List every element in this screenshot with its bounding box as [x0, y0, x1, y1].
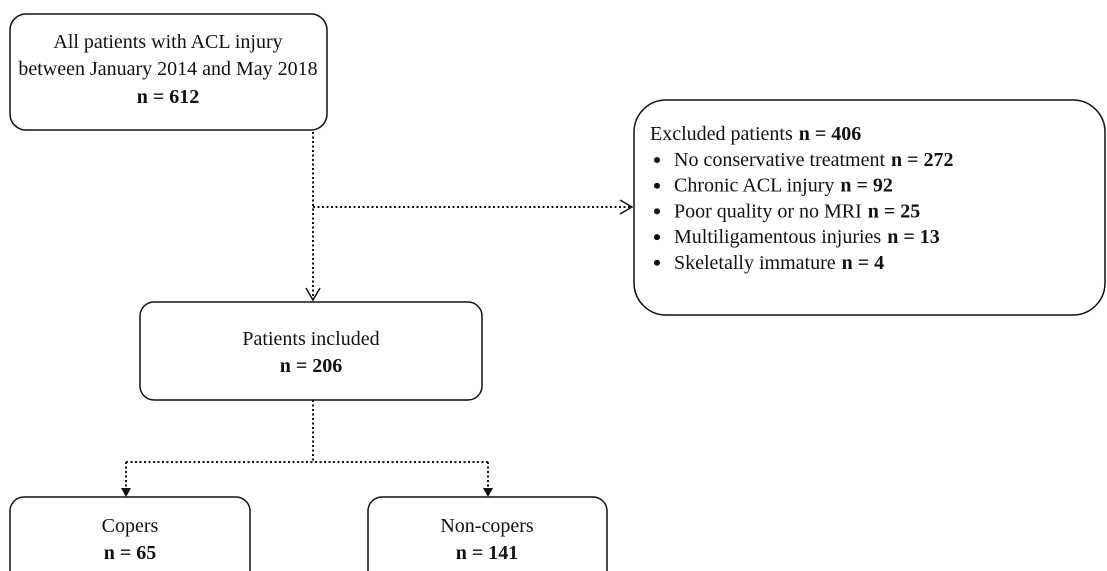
item-count: n = 4 [842, 252, 885, 274]
bullet [654, 259, 660, 266]
group-label-text: Non-copers [440, 515, 534, 537]
arrowhead [121, 488, 493, 497]
top-line: All patients with ACL injury [53, 31, 282, 53]
included-count: n = 206 [280, 355, 343, 377]
box-non-copers [367, 496, 608, 571]
top-line: between January 2014 and May 2018 [18, 58, 317, 80]
group-label: Non-copers [440, 515, 534, 537]
group-count: n = 141 [456, 542, 519, 564]
bullet [654, 234, 660, 241]
item-count: n = 272 [891, 149, 954, 171]
excluded-item: Multiligamentous injuries n = 13 [674, 226, 940, 248]
included-label-text: Patients included [242, 328, 379, 350]
top-line-1: between January 2014 and May 2018 [18, 58, 317, 80]
included-label: Patients included [242, 328, 379, 350]
top-count: n = 612 [137, 86, 200, 108]
connector [125, 400, 489, 492]
arrowhead [619, 199, 634, 215]
box-included [139, 301, 483, 401]
included-count-text: n = 206 [280, 355, 343, 377]
group-count-text: n = 65 [104, 542, 157, 564]
item-label: Multiligamentous injuries [674, 226, 881, 248]
item-count: n = 13 [887, 226, 940, 248]
item-label: Skeletally immature [674, 252, 836, 274]
arrowhead [305, 287, 321, 302]
bullet [654, 208, 660, 215]
excluded-count: n = 406 [799, 123, 862, 145]
group-label: Copers [102, 515, 159, 537]
group-count-text: n = 141 [456, 542, 519, 564]
bullet [654, 182, 660, 189]
excluded-heading: Excluded patients n = 406 [650, 123, 861, 145]
item-count: n = 25 [868, 200, 921, 222]
excluded-item: No conservative treatment n = 272 [674, 149, 954, 171]
excluded-item: Chronic ACL injury n = 92 [674, 175, 893, 197]
excluded-label: Excluded patients [650, 123, 793, 145]
excluded-item: Skeletally immature n = 4 [674, 252, 884, 274]
item-count: n = 92 [840, 175, 893, 197]
box-excluded [633, 99, 1106, 316]
top-line-0: All patients with ACL injury [53, 31, 282, 53]
item-label: Poor quality or no MRI [674, 200, 862, 222]
top-count-text: n = 612 [137, 86, 200, 108]
item-label: No conservative treatment [674, 149, 885, 171]
excluded-items: No conservative treatment n = 272 Chronic … [654, 149, 954, 274]
group-label-text: Copers [102, 515, 159, 537]
box-all [9, 13, 328, 131]
bullet [654, 157, 660, 163]
group-count: n = 65 [104, 542, 157, 564]
excluded-item: Poor quality or no MRI n = 25 [674, 200, 920, 222]
item-label: Chronic ACL injury [674, 175, 834, 197]
box-copers [9, 496, 251, 571]
